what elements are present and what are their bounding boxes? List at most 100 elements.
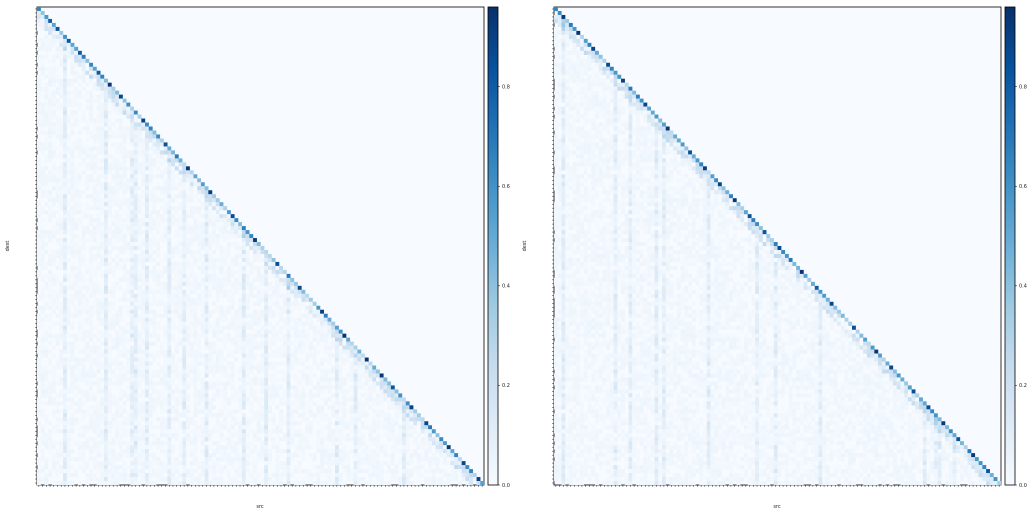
heatmap-cell <box>167 166 172 171</box>
heatmap-cell <box>230 385 235 390</box>
heatmap-cell <box>241 297 246 302</box>
heatmap-cell <box>59 313 64 318</box>
heatmap-cell <box>111 257 116 263</box>
heatmap-cell <box>338 437 343 442</box>
heatmap-cell <box>297 433 302 438</box>
heatmap-cell <box>122 261 127 267</box>
heatmap-cell <box>85 381 90 386</box>
heatmap-cell <box>133 126 138 131</box>
heatmap-cell <box>59 441 64 446</box>
heatmap-cell <box>375 421 380 426</box>
heatmap-cell <box>253 253 257 259</box>
heatmap-cell <box>55 341 60 346</box>
heatmap-cell <box>197 433 202 438</box>
heatmap-cell <box>174 210 179 215</box>
heatmap-cell <box>63 142 67 147</box>
heatmap-cell <box>156 218 161 223</box>
heatmap-cell <box>77 357 82 362</box>
heatmap-cell <box>59 106 64 111</box>
heatmap-cell <box>167 445 172 450</box>
heatmap-cell <box>215 305 220 310</box>
heatmap-cell <box>74 70 79 75</box>
heatmap-cell <box>152 381 157 386</box>
heatmap-cell <box>286 445 291 450</box>
heatmap-cell <box>115 238 120 243</box>
heatmap-cell <box>118 222 123 227</box>
heatmap-cell <box>37 86 41 91</box>
heatmap-cell <box>182 246 187 251</box>
heatmap-cell <box>104 130 108 135</box>
heatmap-cell <box>200 297 205 302</box>
heatmap-cell <box>163 186 168 191</box>
heatmap-cell <box>368 389 373 394</box>
heatmap-cell <box>152 333 157 338</box>
heatmap-cell <box>416 417 421 422</box>
heatmap-cell <box>122 365 127 370</box>
heatmap-cell <box>260 389 265 394</box>
heatmap-cell <box>133 198 138 203</box>
heatmap-cell <box>335 437 339 442</box>
heatmap-cell <box>111 130 116 135</box>
heatmap-cell <box>37 114 41 119</box>
heatmap-cell <box>342 433 347 438</box>
heatmap-cell <box>197 317 202 322</box>
heatmap-cell <box>212 249 216 255</box>
heatmap-cell <box>66 297 71 302</box>
heatmap-cell <box>182 317 187 322</box>
heatmap-cell <box>77 218 82 223</box>
heatmap-cell <box>159 429 164 434</box>
heatmap-cell <box>223 417 228 422</box>
heatmap-cell <box>77 202 82 207</box>
heatmap-cell <box>331 345 336 350</box>
heatmap-cell <box>81 242 86 247</box>
heatmap-cell <box>48 257 53 263</box>
heatmap-cell <box>241 234 246 239</box>
heatmap-cell <box>316 393 321 398</box>
heatmap-cell <box>267 361 272 366</box>
heatmap-cell <box>193 317 198 322</box>
heatmap-cell <box>301 445 306 450</box>
heatmap-cell <box>37 198 41 203</box>
heatmap-cell <box>193 321 198 326</box>
heatmap-cell <box>279 345 284 350</box>
heatmap-cell <box>137 457 142 462</box>
heatmap-cell <box>301 289 306 294</box>
heatmap-cell <box>145 226 149 231</box>
heatmap-cell <box>77 309 82 314</box>
heatmap-cell <box>208 265 213 271</box>
heatmap-cell <box>167 158 172 163</box>
heatmap-cell <box>74 293 79 298</box>
heatmap-cell <box>208 253 213 259</box>
heatmap-cell <box>208 365 213 370</box>
heatmap-cell <box>167 309 172 314</box>
heatmap-cell <box>145 289 149 294</box>
heatmap-cell <box>204 321 209 326</box>
heatmap-cell <box>77 190 82 195</box>
heatmap-cell <box>226 210 231 215</box>
heatmap-cell <box>197 373 202 378</box>
heatmap-cell <box>40 277 45 282</box>
heatmap-cell <box>171 218 175 223</box>
heatmap-cell <box>152 389 157 394</box>
heatmap-cell <box>204 449 209 454</box>
heatmap-cell <box>275 281 280 286</box>
heatmap-cell <box>197 401 202 406</box>
heatmap-cell <box>174 309 179 314</box>
heatmap-cell <box>48 214 53 219</box>
heatmap-cell <box>305 373 310 378</box>
heatmap-cell <box>338 381 343 386</box>
heatmap-cell <box>335 397 339 402</box>
heatmap-cell <box>104 429 108 434</box>
heatmap-cell <box>212 325 216 330</box>
heatmap-cell <box>100 130 105 135</box>
heatmap-cell <box>126 277 131 282</box>
heatmap-cell <box>107 345 112 350</box>
heatmap-cell <box>200 425 205 430</box>
heatmap-cell <box>126 369 131 374</box>
heatmap-cell <box>368 393 373 398</box>
heatmap-cell <box>55 457 60 462</box>
heatmap-cell <box>59 261 64 267</box>
heatmap-cell <box>178 449 183 454</box>
heatmap-cell <box>305 401 310 406</box>
heatmap-cell <box>85 289 90 294</box>
